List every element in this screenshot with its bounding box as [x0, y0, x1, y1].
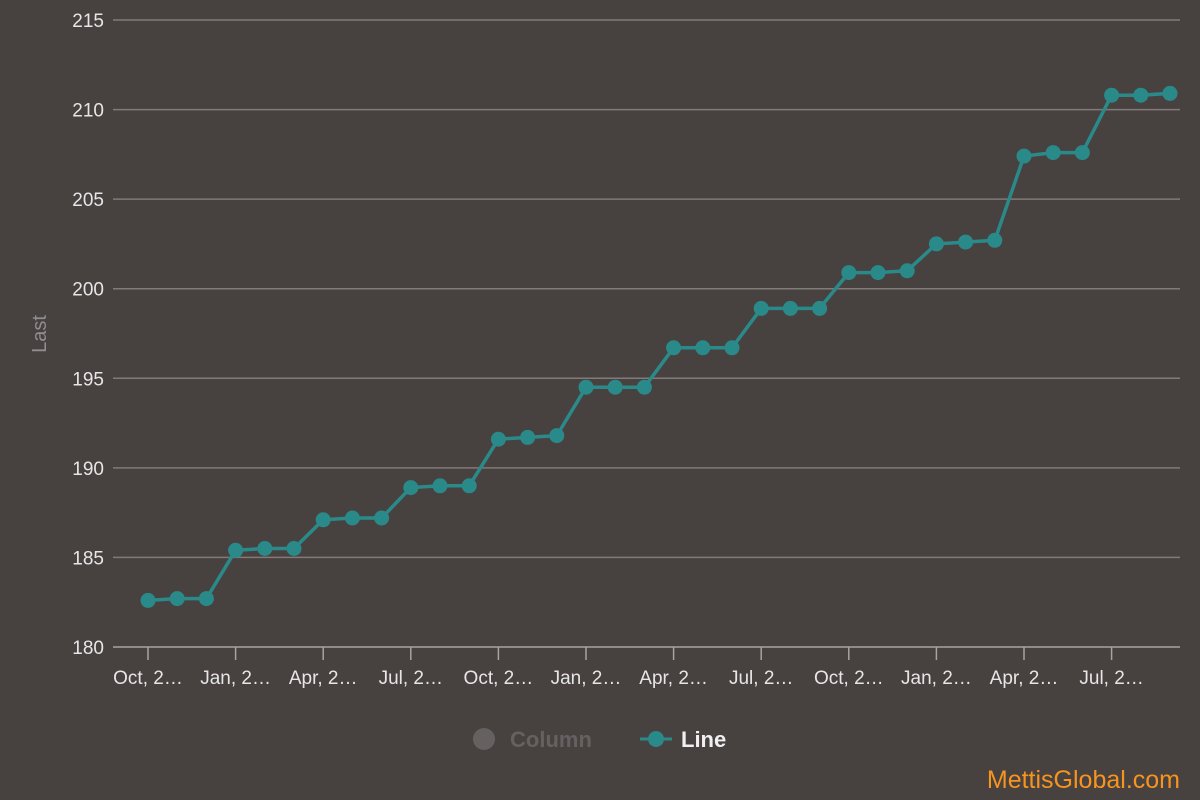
x-tick-label: Oct, 2… — [113, 668, 183, 689]
data-point[interactable] — [695, 340, 711, 356]
x-axis: Oct, 2… Jan, 2… Apr, 2… Jul, 2… Oct, 2… Jan, … — [113, 647, 1144, 689]
data-point[interactable] — [753, 300, 769, 316]
series-path — [147, 91, 1171, 603]
data-point[interactable] — [987, 232, 1003, 248]
data-point[interactable] — [549, 428, 565, 444]
x-tick-label: Jan, 2… — [200, 668, 271, 689]
data-point[interactable] — [782, 300, 798, 316]
x-tick-label: Jan, 2… — [551, 668, 622, 689]
data-point[interactable] — [958, 234, 974, 250]
data-point[interactable] — [812, 300, 828, 316]
x-tick-label: Apr, 2… — [639, 668, 708, 689]
data-point[interactable] — [140, 592, 156, 608]
x-tick-label: Jan, 2… — [901, 668, 972, 689]
legend-label-column: Column — [510, 727, 592, 752]
data-point[interactable] — [461, 478, 477, 494]
data-point[interactable] — [432, 478, 448, 494]
legend-label-line: Line — [681, 727, 726, 752]
legend-item-line[interactable]: Line — [640, 727, 726, 752]
legend-marker — [648, 731, 664, 747]
legend: Column Line — [473, 727, 726, 752]
y-axis-label: Last — [29, 315, 51, 353]
data-point[interactable] — [841, 265, 857, 281]
x-tick-label: Jul, 2… — [1079, 668, 1143, 689]
data-point[interactable] — [1016, 148, 1032, 164]
data-point[interactable] — [899, 263, 915, 279]
data-point[interactable] — [520, 429, 536, 445]
data-point[interactable] — [198, 591, 214, 607]
data-point[interactable] — [1074, 145, 1090, 161]
y-tick-label: 185 — [72, 548, 104, 569]
data-point[interactable] — [228, 542, 244, 558]
data-point[interactable] — [1045, 145, 1061, 161]
y-tick-label: 195 — [72, 369, 104, 390]
legend-item-column[interactable]: Column — [473, 727, 592, 752]
y-tick-label: 180 — [72, 638, 104, 659]
data-point[interactable] — [724, 340, 740, 356]
data-point[interactable] — [315, 512, 331, 528]
circle-icon — [473, 728, 495, 750]
data-point[interactable] — [607, 379, 623, 395]
y-tick-label: 210 — [72, 101, 104, 122]
data-point[interactable] — [169, 591, 185, 607]
data-point[interactable] — [578, 379, 594, 395]
x-tick-label: Apr, 2… — [289, 668, 358, 689]
data-point[interactable] — [928, 236, 944, 252]
data-point[interactable] — [870, 265, 886, 281]
series-line — [140, 85, 1178, 608]
y-tick-label: 205 — [72, 190, 104, 211]
data-point[interactable] — [286, 541, 302, 556]
x-tick-label: Jul, 2… — [729, 668, 793, 689]
data-point[interactable] — [257, 541, 273, 556]
data-point[interactable] — [490, 431, 506, 447]
data-point[interactable] — [666, 340, 682, 356]
data-point[interactable] — [374, 510, 390, 526]
watermark: MettisGlobal.com — [987, 766, 1180, 794]
y-tick-label: 190 — [72, 459, 104, 480]
data-point[interactable] — [1162, 85, 1178, 101]
y-tick-label: 200 — [72, 280, 104, 301]
x-tick-label: Oct, 2… — [464, 668, 534, 689]
grid-lines — [113, 19, 1180, 648]
data-point[interactable] — [344, 510, 360, 526]
data-point[interactable] — [636, 379, 652, 395]
data-point[interactable] — [403, 480, 419, 496]
y-axis-ticks: 180 185 190 195 200 205 210 215 — [72, 11, 104, 659]
x-tick-label: Apr, 2… — [990, 668, 1059, 689]
data-point[interactable] — [1133, 87, 1149, 103]
data-point[interactable] — [1104, 87, 1120, 103]
x-tick-label: Jul, 2… — [379, 668, 443, 689]
y-tick-label: 215 — [72, 11, 104, 32]
x-tick-label: Oct, 2… — [814, 668, 884, 689]
